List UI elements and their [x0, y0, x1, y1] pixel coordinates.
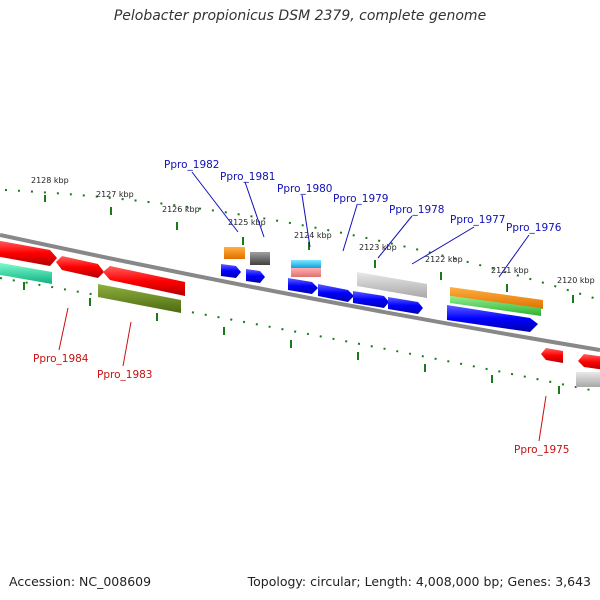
- gene-feature[interactable]: [56, 256, 104, 278]
- gene-label[interactable]: Ppro_1984: [33, 353, 89, 365]
- gene-feature[interactable]: [291, 268, 321, 277]
- inner-ruler: [0, 277, 600, 394]
- gene-feature[interactable]: [98, 284, 181, 313]
- gene-feature[interactable]: [291, 260, 321, 268]
- gene-feature[interactable]: [224, 247, 245, 259]
- gene-label[interactable]: Ppro_1976: [506, 222, 562, 234]
- gene-label[interactable]: Ppro_1975: [514, 444, 569, 456]
- gene-feature[interactable]: [318, 284, 354, 302]
- gene-label[interactable]: Ppro_1982: [164, 159, 219, 171]
- gene-feature[interactable]: [0, 240, 57, 266]
- ruler-label: 2123 kbp: [359, 243, 397, 252]
- top-leader-lines: [191, 171, 530, 278]
- gene-feature[interactable]: [578, 354, 600, 370]
- gene-feature[interactable]: [250, 252, 270, 265]
- gene-feature[interactable]: [246, 269, 265, 283]
- gene-label[interactable]: Ppro_1981: [220, 171, 275, 183]
- gene-feature[interactable]: [388, 297, 423, 314]
- ruler-label: 2121 kbp: [491, 266, 529, 275]
- gene-feature[interactable]: [576, 372, 600, 387]
- ruler-label: 2126 kbp: [162, 205, 200, 214]
- gene-feature[interactable]: [357, 272, 427, 298]
- gene-label[interactable]: Ppro_1980: [277, 183, 332, 195]
- gene-label[interactable]: Ppro_1979: [333, 193, 388, 205]
- accession-text: Accession: NC_008609: [9, 574, 152, 589]
- gene-feature[interactable]: [447, 305, 538, 332]
- ruler-label: 2124 kbp: [294, 231, 332, 240]
- gene-feature[interactable]: [541, 348, 563, 363]
- gene-feature[interactable]: [450, 296, 541, 316]
- ruler-label: 2122 kbp: [425, 255, 463, 264]
- ruler-label: 2120 kbp: [557, 276, 595, 285]
- genome-title: Pelobacter propionicus DSM 2379, complet…: [113, 8, 487, 24]
- gene-feature[interactable]: [0, 262, 52, 284]
- gene-feature[interactable]: [353, 291, 389, 308]
- gene-feature[interactable]: [288, 278, 318, 294]
- gene-feature[interactable]: [450, 287, 543, 309]
- gene-label[interactable]: Ppro_1978: [389, 204, 444, 216]
- ruler-label: 2125 kbp: [228, 218, 266, 227]
- gene-label[interactable]: Ppro_1977: [450, 214, 505, 226]
- gene-feature[interactable]: [221, 264, 241, 278]
- genome-backbone: [0, 233, 600, 352]
- outer-ruler: [4, 189, 600, 303]
- gene-feature[interactable]: [103, 266, 185, 296]
- bottom-leader-lines: [58, 307, 547, 442]
- ruler-label: 2128 kbp: [31, 176, 69, 185]
- ruler-label: 2127 kbp: [96, 190, 134, 199]
- gene-label[interactable]: Ppro_1983: [97, 369, 152, 381]
- genome-summary-text: Topology: circular; Length: 4,008,000 bp…: [247, 574, 591, 589]
